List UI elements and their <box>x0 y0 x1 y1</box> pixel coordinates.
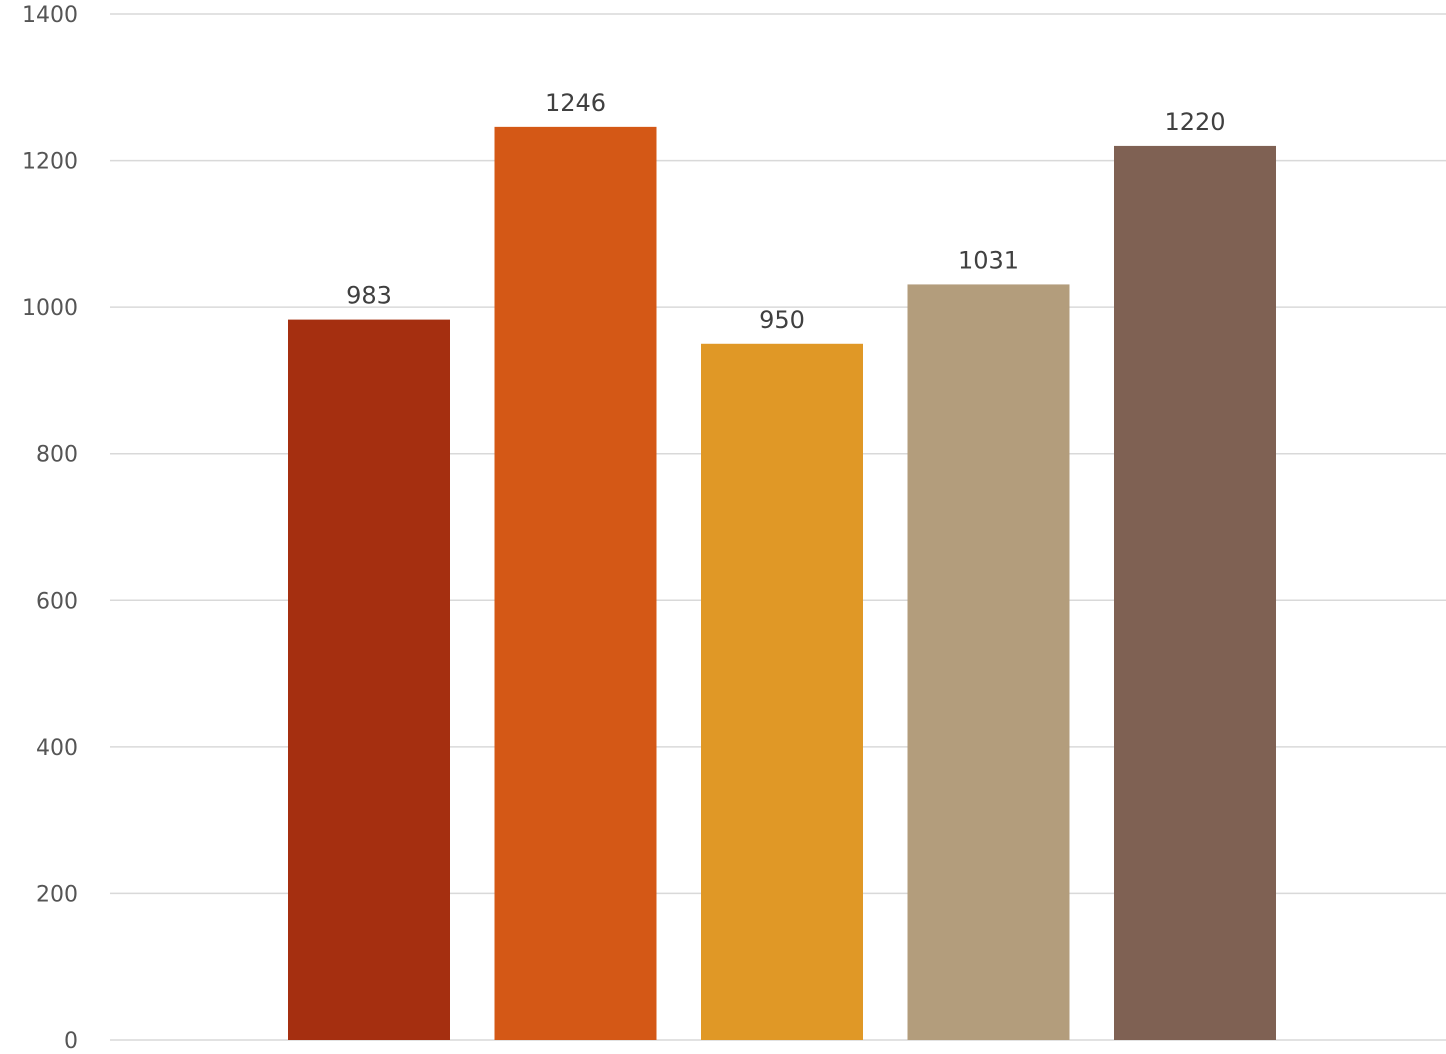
bar-value-label: 1246 <box>545 89 606 117</box>
y-tick-label: 800 <box>36 443 78 468</box>
bar-5 <box>1114 145 1276 1040</box>
bar-1 <box>288 319 450 1040</box>
y-axis: 0 200 400 600 800 1000 1200 1400 <box>22 3 78 1054</box>
bars <box>288 126 1276 1041</box>
bar-value-label: 1031 <box>958 246 1019 274</box>
bar-value-label: 1220 <box>1164 108 1225 136</box>
y-tick-label: 1400 <box>22 3 78 28</box>
y-tick-label: 200 <box>36 882 78 907</box>
bar-4 <box>907 284 1070 1040</box>
bar-2 <box>494 126 657 1041</box>
bar-3 <box>701 343 863 1040</box>
bar-value-label: 950 <box>759 306 805 334</box>
data-labels: 983 1246 950 1031 1220 <box>346 89 1225 334</box>
y-tick-label: 400 <box>36 736 78 761</box>
bar-value-label: 983 <box>346 282 392 310</box>
y-tick-label: 1200 <box>22 150 78 175</box>
y-tick-label: 0 <box>64 1029 78 1054</box>
y-tick-label: 600 <box>36 589 78 614</box>
y-tick-label: 1000 <box>22 296 78 321</box>
